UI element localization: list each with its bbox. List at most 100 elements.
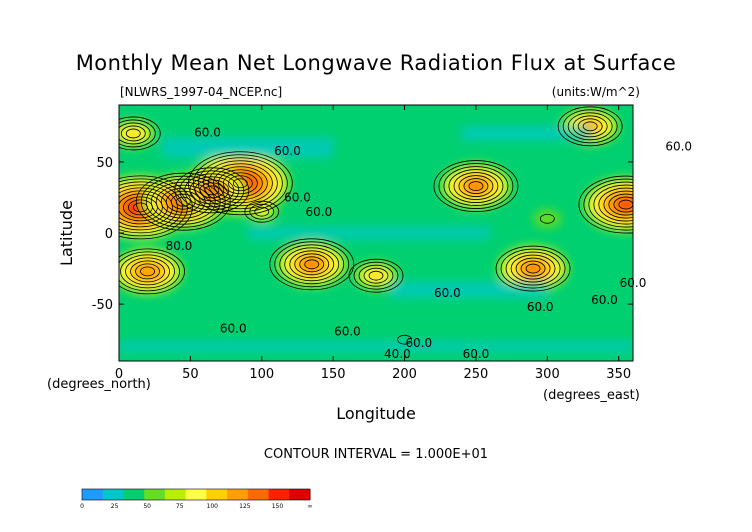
contour-labels: 60.060.080.060.060.060.060.060.060.060.0…: [166, 125, 692, 361]
contour-line: [197, 157, 283, 210]
field-blob: [126, 128, 141, 138]
contour-line: [397, 334, 412, 345]
field-blob: [140, 266, 155, 276]
colorbar-tick-label: 50: [143, 503, 151, 510]
y-tick-label: -50: [92, 298, 113, 313]
contour-line: [284, 247, 340, 282]
contour-line: [249, 203, 275, 220]
contour-line: [368, 270, 384, 281]
x-tick-label: 300: [535, 367, 560, 382]
contour-layer: [119, 106, 633, 345]
units-label: (units:W/m^2): [552, 85, 640, 99]
contour-line: [463, 178, 489, 194]
colorbar-swatch: [82, 489, 104, 500]
contour-label: 60.0: [405, 336, 432, 350]
contour-line: [119, 116, 161, 151]
contour-line: [184, 173, 240, 208]
contour-line: [557, 106, 623, 147]
contour-line: [125, 257, 170, 286]
contour-line: [202, 160, 278, 207]
contour-line: [150, 181, 216, 222]
contour-line: [279, 244, 345, 285]
colorbar-swatch: [268, 489, 290, 500]
contour-line: [433, 160, 519, 212]
contour-line: [174, 167, 250, 214]
field-blob: [618, 200, 633, 210]
contour-label: 60.0: [220, 322, 247, 336]
colorbar-tick-label: 75: [176, 503, 184, 510]
contour-line: [120, 125, 146, 142]
contour-line: [194, 179, 230, 202]
contour-line: [510, 254, 556, 283]
colorbar-swatch: [247, 489, 270, 500]
contour-line: [135, 263, 160, 280]
field-band: [390, 281, 548, 298]
contour-line: [130, 260, 165, 283]
contour-line: [603, 190, 633, 219]
y-tick-label: 50: [96, 156, 113, 171]
colorbar-tick-label: 0: [80, 503, 84, 510]
contour-line: [304, 259, 320, 270]
x-tick-label: 150: [321, 367, 346, 382]
colorbar: 0 25 50 75 100 125 150 ∞: [80, 488, 313, 510]
colorbar-swatch: [227, 489, 249, 500]
contour-line: [448, 169, 504, 203]
contour-line: [119, 181, 183, 234]
contour-line: [588, 181, 633, 228]
contour-line: [244, 200, 280, 223]
colorbar-swatch: [289, 489, 311, 500]
contour-line: [155, 184, 211, 219]
contour-label: 60.0: [434, 286, 461, 300]
contour-line: [438, 163, 514, 209]
y-unit-label: (degrees_north): [47, 377, 151, 392]
y-tick-label: 0: [105, 227, 113, 242]
contour-line: [525, 263, 541, 274]
contour-line: [119, 119, 156, 148]
contour-line: [572, 115, 608, 138]
contour-line: [577, 118, 603, 135]
contour-label: 60.0: [591, 293, 618, 307]
x-tick-label: 250: [464, 367, 489, 382]
contour-line: [125, 128, 141, 139]
contour-line: [453, 172, 499, 200]
contour-line: [520, 260, 546, 277]
contour-line: [119, 122, 151, 145]
colorbar-swatch: [102, 489, 124, 500]
contour-line: [582, 121, 598, 132]
contour-label: 80.0: [166, 239, 193, 253]
contour-line: [583, 178, 633, 231]
contour-line: [119, 187, 173, 228]
colorbar-tick-label: 25: [111, 503, 119, 510]
x-unit-label: (degrees_east): [543, 388, 640, 403]
chart-title: Monthly Mean Net Longwave Radiation Flux…: [76, 51, 677, 75]
colorbar-swatch: [164, 489, 187, 500]
colorbar-tick-label: 125: [239, 503, 251, 510]
contour-line: [119, 193, 163, 222]
contour-line: [119, 248, 185, 295]
colorbar-swatch: [123, 489, 145, 500]
contour-label: 60.0: [463, 347, 490, 361]
field-band: [247, 227, 491, 239]
field-blob: [526, 264, 541, 274]
x-ticks: 0 50 100 150 200 250 300 350: [115, 105, 631, 382]
source-file-label: [NLWRS_1997-04_NCEP.nc]: [120, 85, 282, 99]
contour-line: [500, 248, 566, 289]
contour-label: 40.0: [384, 347, 411, 361]
contour-line: [353, 261, 399, 290]
contour-line: [458, 175, 494, 197]
contour-line: [515, 257, 551, 280]
x-tick-label: 50: [182, 367, 199, 382]
contour-label: 60.0: [194, 125, 221, 139]
contour-line: [119, 175, 193, 240]
contour-line: [217, 169, 263, 198]
contour-line: [140, 266, 155, 277]
contour-label: 60.0: [527, 300, 554, 314]
contour-line: [299, 256, 325, 273]
contour-line: [495, 245, 571, 292]
contour-line: [269, 238, 355, 291]
contour-label: 60.0: [284, 191, 311, 205]
contour-line: [170, 193, 196, 210]
contour-line: [189, 176, 235, 205]
contour-line: [119, 184, 178, 231]
